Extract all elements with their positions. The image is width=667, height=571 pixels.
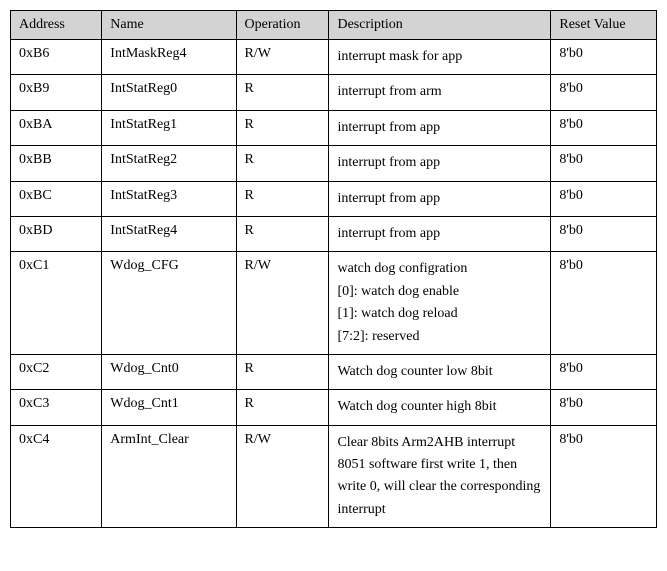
cell-operation: R <box>236 354 329 389</box>
description-line: watch dog configration <box>337 258 542 280</box>
cell-description: Clear 8bits Arm2AHB interrupt 8051 softw… <box>329 425 551 528</box>
table-row: 0xBBIntStatReg2Rinterrupt from app 8'b0 <box>11 146 657 181</box>
cell-operation: R <box>236 146 329 181</box>
description-line: interrupt from arm <box>337 81 542 103</box>
table-row: 0xB6IntMaskReg4R/W interrupt mask for app… <box>11 40 657 75</box>
cell-description: interrupt from app <box>329 216 551 251</box>
description-line: [1]: watch dog reload <box>337 303 542 325</box>
cell-reset-value: 8'b0 <box>551 40 657 75</box>
cell-address: 0xB9 <box>11 75 102 110</box>
cell-description: interrupt from arm <box>329 75 551 110</box>
cell-address: 0xC4 <box>11 425 102 528</box>
cell-description: interrupt from app <box>329 110 551 145</box>
description-line: Watch dog counter high 8bit <box>337 396 542 418</box>
description-line: interrupt mask for app <box>337 46 542 68</box>
cell-reset-value: 8'b0 <box>551 181 657 216</box>
table-row: 0xBDIntStatReg4Rinterrupt from app 8'b0 <box>11 216 657 251</box>
cell-description: interrupt mask for app <box>329 40 551 75</box>
cell-reset-value: 8'b0 <box>551 146 657 181</box>
cell-operation: R/W <box>236 40 329 75</box>
cell-reset-value: 8'b0 <box>551 390 657 425</box>
cell-description: Watch dog counter low 8bit <box>329 354 551 389</box>
cell-address: 0xBC <box>11 181 102 216</box>
cell-operation: R <box>236 390 329 425</box>
register-table: Address Name Operation Description Reset… <box>10 10 657 528</box>
cell-name: IntStatReg2 <box>102 146 236 181</box>
cell-name: IntMaskReg4 <box>102 40 236 75</box>
table-row: 0xC2Wdog_Cnt0R Watch dog counter low 8bit… <box>11 354 657 389</box>
cell-reset-value: 8'b0 <box>551 354 657 389</box>
description-line: [7:2]: reserved <box>337 326 542 348</box>
cell-name: IntStatReg4 <box>102 216 236 251</box>
cell-name: IntStatReg0 <box>102 75 236 110</box>
description-line: interrupt from app <box>337 223 542 245</box>
cell-reset-value: 8'b0 <box>551 75 657 110</box>
cell-operation: R/W <box>236 425 329 528</box>
description-line: interrupt from app <box>337 152 542 174</box>
cell-reset-value: 8'b0 <box>551 425 657 528</box>
table-row: 0xBAIntStatReg1Rinterrupt from app 8'b0 <box>11 110 657 145</box>
description-line: Clear 8bits Arm2AHB interrupt 8051 softw… <box>337 432 542 522</box>
table-row: 0xBCIntStatReg3Rinterrupt from app 8'b0 <box>11 181 657 216</box>
description-line: [0]: watch dog enable <box>337 281 542 303</box>
cell-reset-value: 8'b0 <box>551 252 657 355</box>
cell-description: watch dog configration[0]: watch dog ena… <box>329 252 551 355</box>
cell-address: 0xBB <box>11 146 102 181</box>
description-line: Watch dog counter low 8bit <box>337 361 542 383</box>
header-description: Description <box>329 11 551 40</box>
cell-operation: R <box>236 216 329 251</box>
cell-name: Wdog_CFG <box>102 252 236 355</box>
cell-operation: R/W <box>236 252 329 355</box>
header-name: Name <box>102 11 236 40</box>
cell-address: 0xBA <box>11 110 102 145</box>
cell-name: IntStatReg1 <box>102 110 236 145</box>
header-address: Address <box>11 11 102 40</box>
table-row: 0xC1Wdog_CFGR/Wwatch dog configration[0]… <box>11 252 657 355</box>
cell-description: interrupt from app <box>329 181 551 216</box>
cell-address: 0xC1 <box>11 252 102 355</box>
table-row: 0xC4ArmInt_ClearR/WClear 8bits Arm2AHB i… <box>11 425 657 528</box>
cell-description: interrupt from app <box>329 146 551 181</box>
table-header-row: Address Name Operation Description Reset… <box>11 11 657 40</box>
cell-address: 0xB6 <box>11 40 102 75</box>
table-row: 0xC3Wdog_Cnt1R Watch dog counter high 8bi… <box>11 390 657 425</box>
cell-description: Watch dog counter high 8bit <box>329 390 551 425</box>
cell-reset-value: 8'b0 <box>551 216 657 251</box>
table-body: 0xB6IntMaskReg4R/Winterrupt mask for app… <box>11 40 657 528</box>
cell-operation: R <box>236 181 329 216</box>
cell-operation: R <box>236 110 329 145</box>
cell-operation: R <box>236 75 329 110</box>
cell-reset-value: 8'b0 <box>551 110 657 145</box>
cell-name: Wdog_Cnt0 <box>102 354 236 389</box>
table-row: 0xB9IntStatReg0Rinterrupt from arm 8'b0 <box>11 75 657 110</box>
cell-name: Wdog_Cnt1 <box>102 390 236 425</box>
description-line: interrupt from app <box>337 188 542 210</box>
cell-address: 0xC2 <box>11 354 102 389</box>
header-operation: Operation <box>236 11 329 40</box>
cell-name: ArmInt_Clear <box>102 425 236 528</box>
cell-name: IntStatReg3 <box>102 181 236 216</box>
cell-address: 0xBD <box>11 216 102 251</box>
cell-address: 0xC3 <box>11 390 102 425</box>
header-reset-value: Reset Value <box>551 11 657 40</box>
description-line: interrupt from app <box>337 117 542 139</box>
